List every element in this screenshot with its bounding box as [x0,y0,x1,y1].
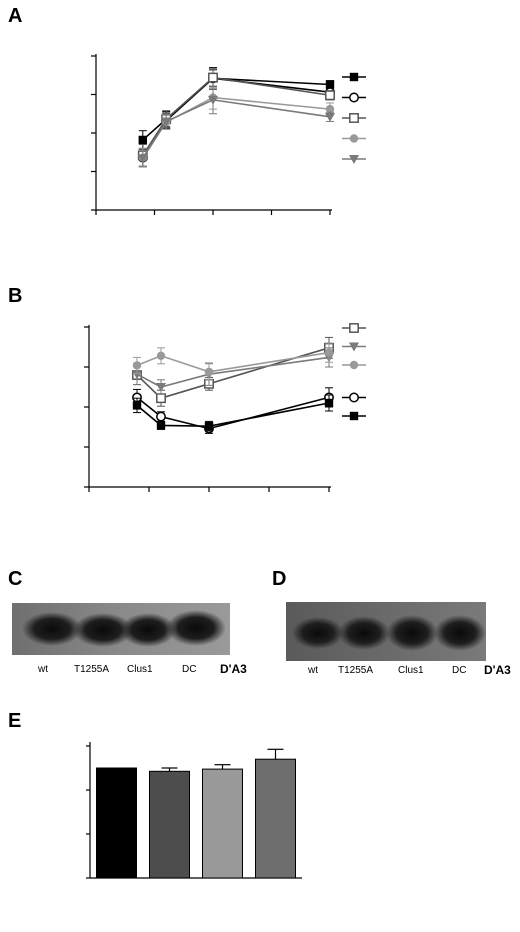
bar-clus1 [202,768,243,879]
data-point [132,370,142,380]
series-dc [137,85,366,167]
series-line [142,76,331,156]
blot-c-lane-wt: wt [37,664,48,675]
data-point [325,90,335,101]
data-point [132,401,142,410]
legend-marker [349,392,359,403]
data-point [161,117,172,127]
data-point [156,393,166,404]
legend-marker [349,155,359,164]
blot-c-band-wt [22,612,82,646]
series-clus1 [132,342,366,381]
data-point [156,351,166,360]
series-line [142,77,331,141]
blot-d-band-clus1 [386,615,438,651]
blot-c-construct: D'A3 [220,662,247,676]
data-point [156,421,166,430]
blot-c-lane-t1255a: T1255A [74,664,109,675]
data-point [325,112,335,122]
blot-c-band-clus1 [120,613,176,647]
panel-label-b: B [8,285,22,307]
chart-panel-a [91,54,366,215]
series-line [136,402,330,428]
western-blot-d: wt T1255A Clus1 DC D'A3 [286,602,511,677]
legend-marker [349,323,359,333]
data-point [324,398,334,408]
panel-label-d: D [272,568,286,590]
blot-d-lane-clus1: Clus1 [398,665,424,676]
blot-c-lane-clus1: Clus1 [127,664,153,675]
series-line [142,96,331,159]
data-point [204,367,214,376]
series-line [136,351,330,373]
data-point [324,348,334,357]
legend-marker [349,113,359,123]
legend-marker [349,360,359,370]
series-line [142,99,331,159]
legend-marker [349,72,359,82]
data-point [138,135,147,145]
blot-d-band-dc [434,615,486,651]
blot-d-lane-wt: wt [307,665,318,676]
data-point [204,422,214,431]
blot-c-lane-dc: DC [182,664,196,675]
series-line [136,356,330,388]
blot-d-lane-t1255a: T1255A [338,665,373,676]
legend-marker [349,92,359,103]
data-point [156,383,166,392]
data-point [325,104,335,114]
series-line [136,347,330,400]
blot-d-band-t1255a [338,616,390,650]
bar-dc [255,758,296,879]
data-point [208,72,218,83]
chart-panel-e [86,742,302,879]
chart-panel-b [84,323,366,492]
legend-marker [349,411,359,421]
panel-label-e: E [8,710,21,732]
blot-d-construct: D'A3 [484,663,511,677]
data-point [137,154,148,164]
panel-label-c: C [8,568,22,590]
series-wt [132,394,366,432]
data-point [132,361,142,370]
data-point [208,95,218,105]
western-blot-c: wt T1255A Clus1 DC D'A3 [12,603,247,676]
blot-c-band-t1255a [73,613,133,647]
series-line [136,396,330,430]
legend-marker [349,342,359,352]
data-point [325,80,335,89]
bar-t1255a [149,770,190,879]
bar-wtvwf [96,767,137,879]
legend-marker [349,134,359,143]
data-point [156,411,166,422]
blot-c-band-dc [166,610,226,646]
blot-d-lane-dc: DC [452,665,466,676]
panel-label-a: A [8,5,22,27]
blot-d-band-wt [292,617,344,649]
